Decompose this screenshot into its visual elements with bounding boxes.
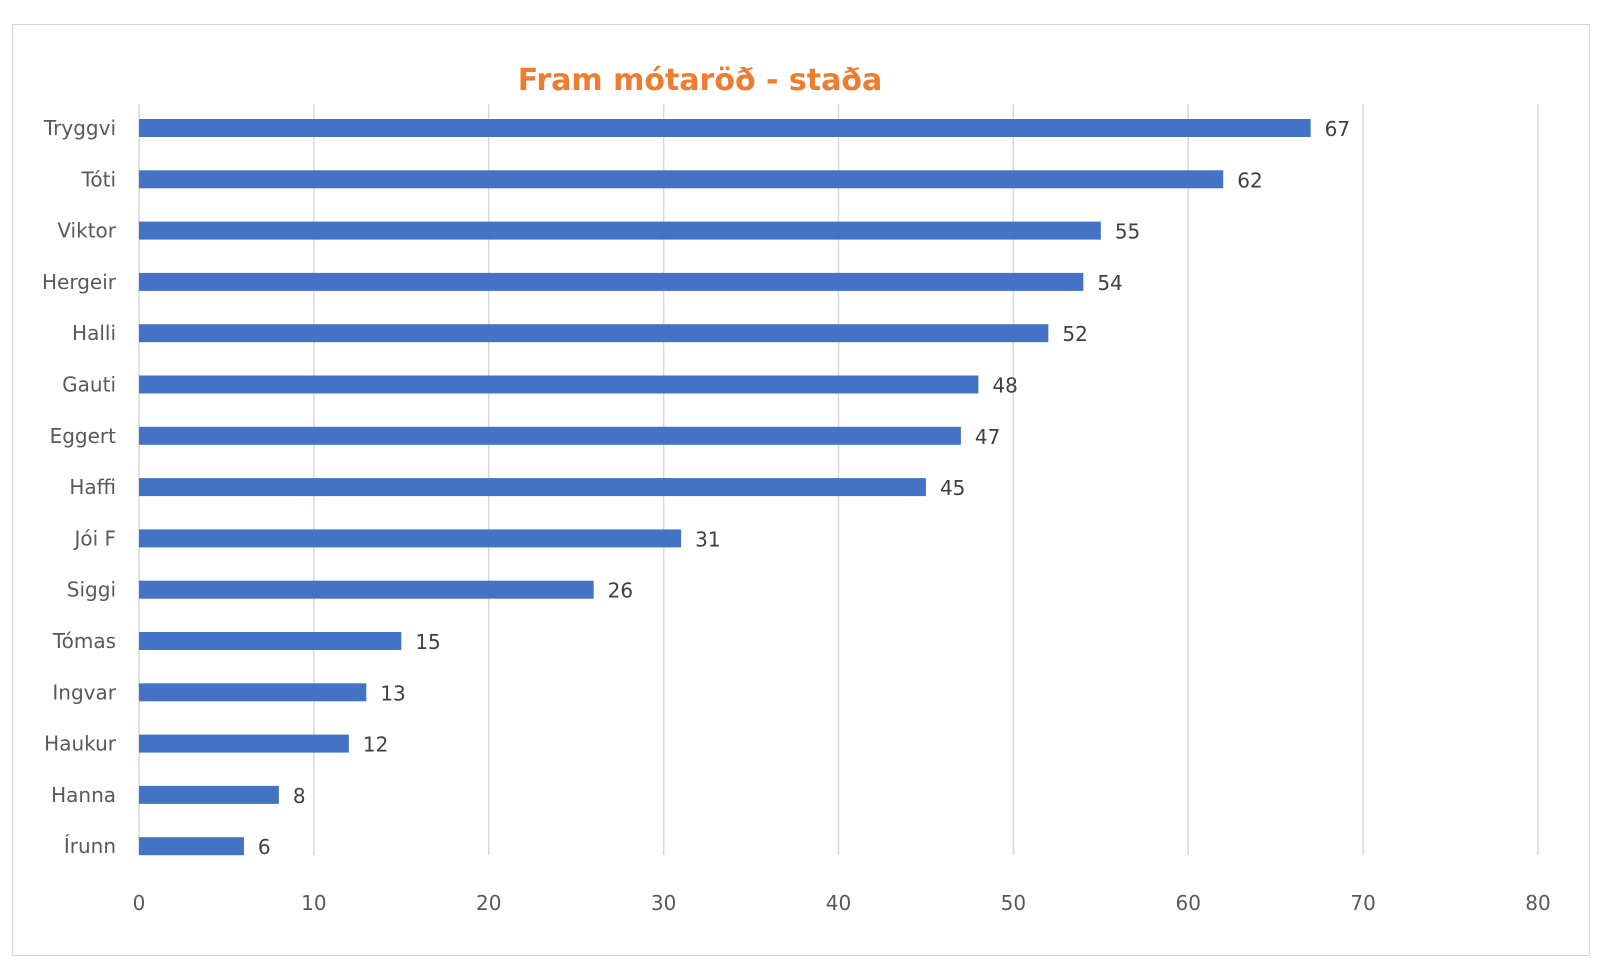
x-tick-label: 10	[301, 891, 326, 915]
category-label: Gauti	[62, 373, 116, 397]
bar	[139, 221, 1101, 240]
bar	[139, 785, 279, 804]
bar	[139, 529, 682, 548]
bar	[139, 170, 1224, 189]
x-tick-labels: 0 10 20 30 40 50 60 70 80	[133, 891, 1551, 915]
data-labels: 67 62 55 54 52 48 47 45 31 26 15 13 12 8 6	[258, 117, 1350, 859]
data-label: 55	[1115, 220, 1140, 244]
bars	[139, 119, 1311, 856]
category-label: Jói F	[72, 526, 116, 550]
bar	[139, 837, 244, 856]
data-label: 47	[975, 425, 1000, 449]
category-label: Siggi	[67, 578, 116, 602]
data-label: 62	[1237, 168, 1262, 192]
category-label: Tóti	[81, 167, 116, 191]
data-label: 6	[258, 835, 271, 859]
data-label: 67	[1325, 117, 1350, 141]
category-label: Írunn	[64, 834, 116, 858]
category-label: Eggert	[50, 424, 117, 448]
x-tick-label: 0	[133, 891, 146, 915]
bar	[139, 375, 979, 394]
bar	[139, 683, 367, 702]
data-label: 45	[940, 476, 965, 500]
x-tick-label: 40	[826, 891, 851, 915]
category-label: Tómas	[52, 629, 116, 653]
data-label: 12	[363, 733, 388, 757]
x-tick-label: 70	[1350, 891, 1375, 915]
x-tick-label: 30	[651, 891, 676, 915]
category-label: Tryggvi	[43, 116, 116, 140]
bar	[139, 478, 926, 497]
category-label: Haffi	[69, 475, 116, 499]
x-tick-label: 20	[476, 891, 501, 915]
data-label: 31	[695, 527, 720, 551]
category-label: Halli	[72, 321, 116, 345]
x-tick-label: 50	[1001, 891, 1026, 915]
category-label: Hergeir	[42, 270, 117, 294]
chart-title: Fram mótaröð - staða	[518, 63, 882, 98]
bar	[139, 580, 594, 599]
bar	[139, 272, 1084, 291]
category-label: Haukur	[44, 732, 117, 756]
data-label: 8	[293, 784, 306, 808]
bar	[139, 734, 349, 753]
bar	[139, 632, 402, 650]
data-label: 13	[380, 681, 405, 705]
x-tick-label: 60	[1176, 891, 1201, 915]
bar	[139, 324, 1049, 343]
category-label: Ingvar	[52, 680, 116, 704]
bar	[139, 426, 961, 445]
bar	[139, 119, 1311, 137]
x-tick-label: 80	[1525, 891, 1550, 915]
data-label: 15	[415, 630, 440, 654]
data-label: 52	[1062, 322, 1087, 346]
data-label: 48	[992, 374, 1017, 398]
data-label: 26	[608, 579, 633, 603]
category-labels: Tryggvi Tóti Viktor Hergeir Halli Gauti Eggert…	[42, 116, 117, 858]
data-label: 54	[1097, 271, 1122, 295]
category-label: Hanna	[51, 783, 116, 807]
category-label: Viktor	[57, 219, 116, 243]
